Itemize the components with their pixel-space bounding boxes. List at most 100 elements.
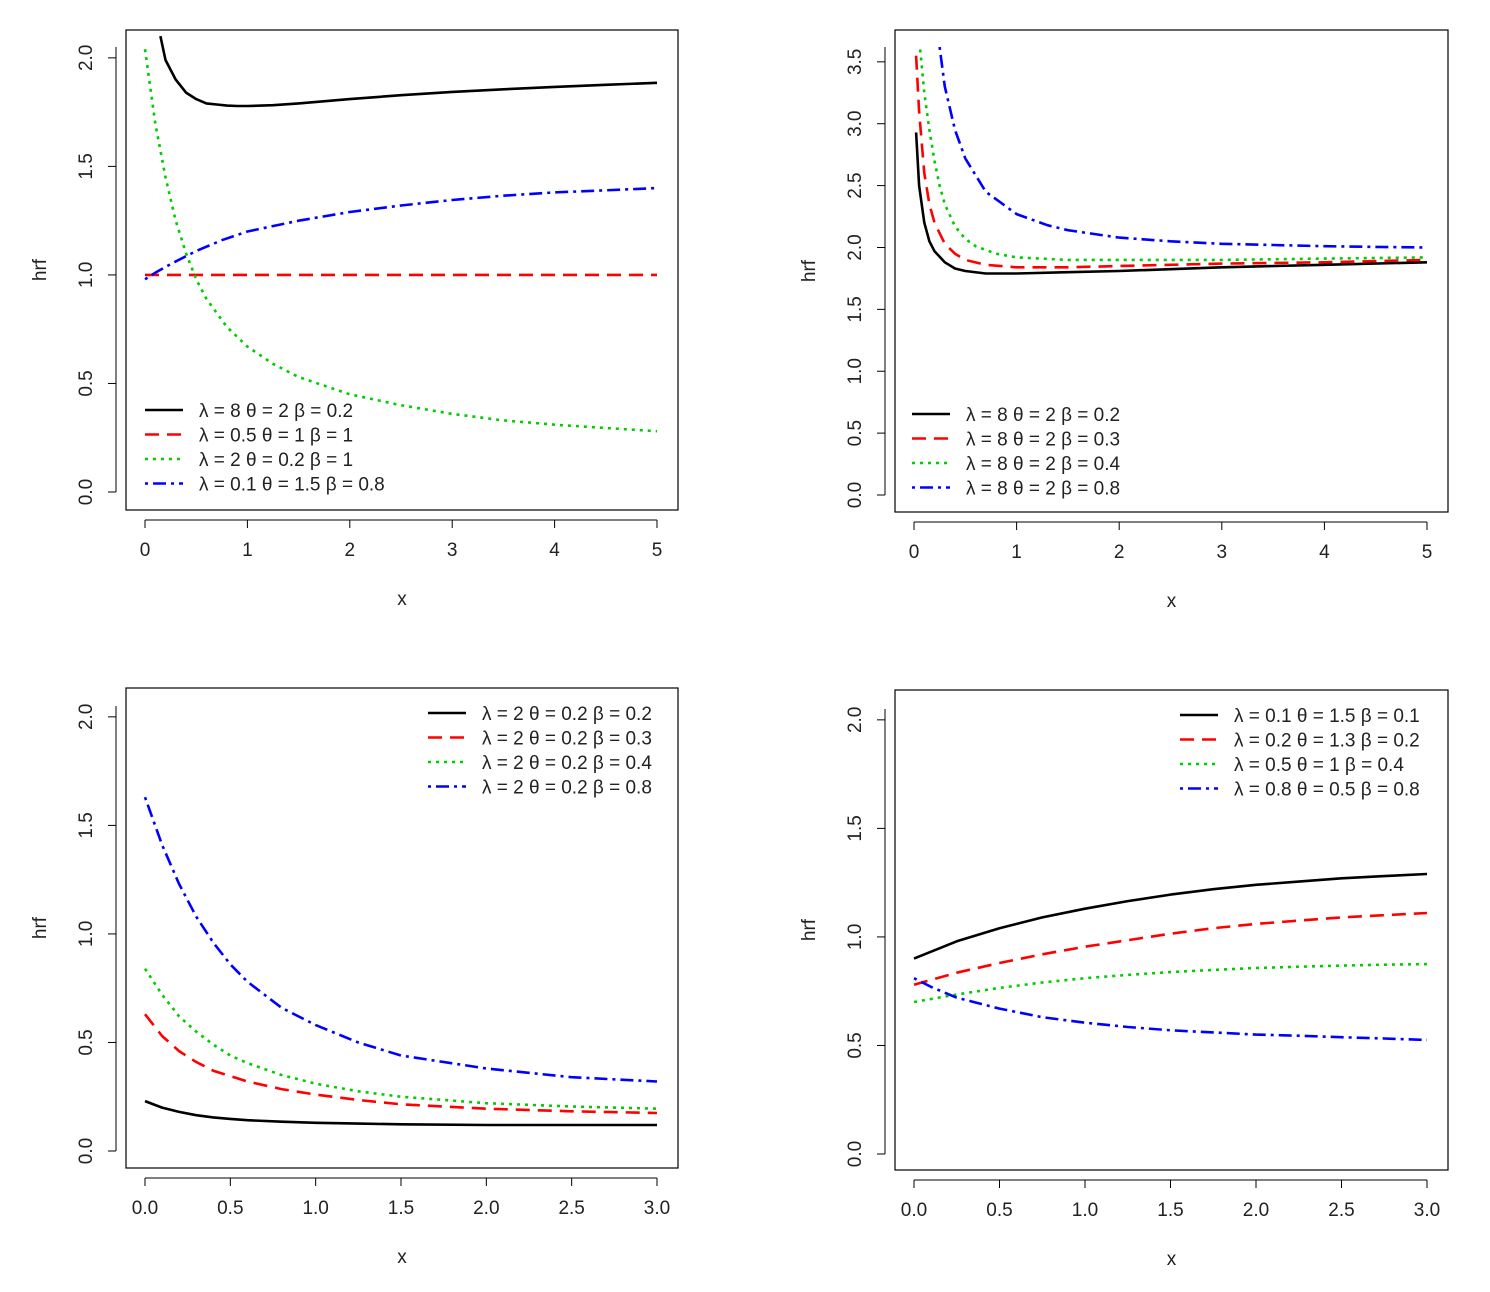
- series-lines: [143, 35, 658, 433]
- x-axis-label: x: [397, 1247, 407, 1268]
- series-line-2: [913, 911, 1428, 986]
- y-tick-label: 0.0: [845, 1141, 866, 1167]
- x-tick-label: 0.5: [217, 1198, 243, 1219]
- y-tick-label: 1.5: [76, 153, 97, 179]
- y-tick-label: 3.0: [845, 111, 866, 137]
- x-tick-label: 1.0: [1072, 1200, 1098, 1221]
- series-line-4: [938, 46, 1428, 249]
- x-axis-label: x: [397, 589, 407, 610]
- x-tick-label: 4: [549, 540, 560, 561]
- y-tick-label: 2.5: [845, 172, 866, 198]
- series-line-3: [913, 962, 1428, 1004]
- legend-label: λ = 0.2 θ = 1.3 β = 0.2: [1234, 731, 1420, 752]
- y-axis: 0.0 0.5 1.0 1.5 2.0: [845, 707, 886, 1167]
- series-line-2: [914, 55, 1428, 269]
- x-tick-label: 0: [909, 542, 920, 563]
- series-lines: [914, 46, 1428, 275]
- legend-label: λ = 2 θ = 0.2 β = 0.8: [482, 778, 652, 799]
- x-tick-label: 1.0: [302, 1198, 328, 1219]
- legend: λ = 0.1 θ = 1.5 β = 0.1 λ = 0.2 θ = 1.3 β…: [1180, 706, 1420, 801]
- legend-label: λ = 8 θ = 2 β = 0.4: [966, 454, 1120, 475]
- x-tick-label: 3.0: [644, 1198, 670, 1219]
- x-tick-label: 2.0: [473, 1198, 499, 1219]
- y-tick-label: 1.5: [76, 812, 97, 838]
- x-tick-label: 0.5: [986, 1200, 1012, 1221]
- series-line-4: [143, 796, 658, 1083]
- series-line-4: [144, 186, 658, 281]
- legend-label: λ = 0.1 θ = 1.5 β = 0.1: [1234, 706, 1420, 727]
- series-lines: [143, 796, 658, 1127]
- series-line-3: [143, 49, 658, 433]
- x-tick-label: 2.5: [558, 1198, 584, 1219]
- x-axis: 0 1 2 3 4 5: [140, 519, 663, 561]
- y-tick-label: 2.0: [845, 707, 866, 733]
- legend-label: λ = 0.8 θ = 0.5 β = 0.8: [1234, 780, 1420, 801]
- y-tick-label: 3.5: [845, 49, 866, 75]
- x-tick-label: 2.0: [1243, 1200, 1269, 1221]
- chart-panel-4: 0.0 0.5 1.0 1.5 2.0 2.5 3.0 x 0.0 0.5 1.0 1.5 2.0 hrf…: [799, 689, 1449, 1270]
- y-tick-label: 0.0: [76, 1138, 97, 1164]
- plot-frame: [894, 29, 1449, 513]
- y-tick-label: 2.0: [76, 704, 97, 730]
- legend-label: λ = 2 θ = 0.2 β = 0.2: [482, 704, 652, 725]
- y-axis-label: hrf: [30, 258, 51, 281]
- chart-panel-1: 0 1 2 3 4 5 x 0.0 0.5 1.0 1.5 2.0 hrf λ = 8 θ = 2 β =…: [30, 29, 679, 610]
- y-tick-label: 0.5: [845, 420, 866, 446]
- y-axis: 0.0 0.5 1.0 1.5 2.0: [76, 45, 117, 505]
- legend-label: λ = 2 θ = 0.2 β = 0.3: [482, 729, 652, 750]
- y-tick-label: 1.5: [845, 815, 866, 841]
- legend-label: λ = 8 θ = 2 β = 0.8: [966, 479, 1120, 500]
- legend-label: λ = 0.1 θ = 1.5 β = 0.8: [199, 475, 385, 496]
- legend-label: λ = 8 θ = 2 β = 0.3: [966, 430, 1120, 451]
- y-tick-label: 0.5: [76, 370, 97, 396]
- x-tick-label: 2: [345, 540, 356, 561]
- x-tick-label: 3: [1217, 542, 1228, 563]
- series-line-3: [143, 967, 658, 1110]
- series-lines: [913, 872, 1428, 1042]
- x-tick-label: 0.0: [901, 1200, 927, 1221]
- x-tick-label: 3: [447, 540, 458, 561]
- y-tick-label: 2.0: [76, 45, 97, 71]
- x-tick-label: 2.5: [1328, 1200, 1354, 1221]
- y-tick-label: 1.0: [76, 262, 97, 288]
- legend: λ = 8 θ = 2 β = 0.2 λ = 8 θ = 2 β = 0.3 λ …: [912, 405, 1120, 500]
- y-tick-label: 1.0: [845, 358, 866, 384]
- x-axis: 0.0 0.5 1.0 1.5 2.0 2.5 3.0: [132, 1177, 670, 1219]
- y-tick-label: 0.0: [76, 479, 97, 505]
- series-line-3: [918, 49, 1428, 262]
- chart-panel-3: 0.0 0.5 1.0 1.5 2.0 2.5 3.0 x 0.0 0.5 1.0 1.5 2.0 hrf…: [30, 687, 679, 1268]
- plot-frame: [125, 687, 679, 1169]
- plot-frame: [894, 689, 1449, 1171]
- chart-panel-2: 0 1 2 3 4 5 x 0.0 0.5 1.0 1.5 2.0 2.5 3.0 3.5 hrf λ = 8 …: [799, 29, 1449, 612]
- y-axis-label: hrf: [799, 918, 820, 941]
- y-tick-label: 0.5: [845, 1032, 866, 1058]
- x-tick-label: 0.0: [132, 1198, 158, 1219]
- series-line-1: [159, 35, 658, 108]
- x-axis-label: x: [1167, 591, 1177, 612]
- x-tick-label: 5: [652, 540, 663, 561]
- x-axis-label: x: [1167, 1249, 1177, 1270]
- x-tick-label: 1.5: [388, 1198, 414, 1219]
- series-line-1: [914, 132, 1428, 275]
- x-axis: 0 1 2 3 4 5: [909, 521, 1432, 563]
- x-tick-label: 2: [1114, 542, 1125, 563]
- x-tick-label: 0: [140, 540, 151, 561]
- series-line-2: [143, 1013, 658, 1115]
- x-tick-label: 3.0: [1414, 1200, 1440, 1221]
- y-axis: 0.0 0.5 1.0 1.5 2.0: [76, 704, 117, 1164]
- series-line-1: [913, 872, 1428, 960]
- y-tick-label: 1.0: [76, 921, 97, 947]
- x-tick-label: 1: [242, 540, 253, 561]
- y-tick-label: 0.0: [845, 482, 866, 508]
- legend-label: λ = 8 θ = 2 β = 0.2: [199, 401, 353, 422]
- x-axis: 0.0 0.5 1.0 1.5 2.0 2.5 3.0: [901, 1179, 1440, 1221]
- legend-label: λ = 0.5 θ = 1 β = 1: [199, 426, 353, 447]
- y-axis-label: hrf: [30, 916, 51, 939]
- y-axis: 0.0 0.5 1.0 1.5 2.0 2.5 3.0 3.5: [845, 47, 886, 508]
- legend-label: λ = 0.5 θ = 1 β = 0.4: [1234, 755, 1404, 776]
- y-tick-label: 1.0: [845, 924, 866, 950]
- series-line-4: [913, 977, 1428, 1042]
- x-tick-label: 1: [1011, 542, 1022, 563]
- legend: λ = 8 θ = 2 β = 0.2 λ = 0.5 θ = 1 β = 1 λ …: [145, 401, 385, 496]
